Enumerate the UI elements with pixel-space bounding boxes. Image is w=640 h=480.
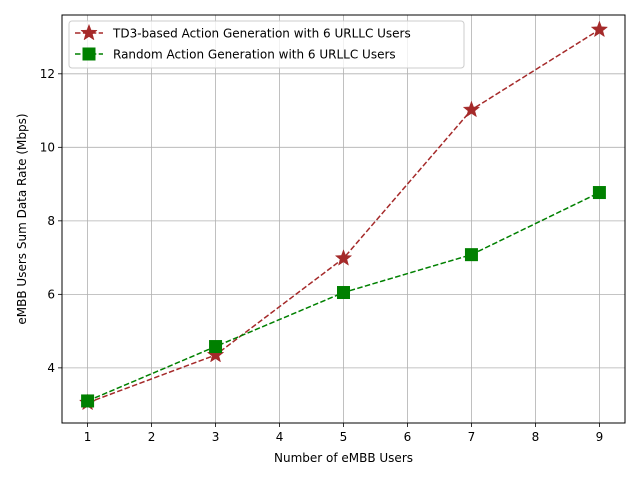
- data-point: [337, 286, 350, 300]
- x-tick-label: 2: [148, 430, 156, 444]
- x-tick-label: 3: [212, 430, 220, 444]
- y-tick-label: 6: [47, 287, 55, 301]
- data-point: [590, 20, 609, 38]
- legend-box: [68, 20, 465, 69]
- data-point: [81, 394, 95, 408]
- legend-entry-td3: TD3-based Action Generation with 6 URLLC…: [112, 27, 411, 41]
- legend-marker: [80, 23, 98, 41]
- x-tick-label: 6: [404, 430, 412, 444]
- legend: TD3-based Action Generation with 6 URLLC…: [68, 20, 465, 69]
- y-tick-label: 10: [40, 140, 55, 154]
- x-tick-label: 4: [276, 430, 284, 444]
- legend-entry-random: Random Action Generation with 6 URLLC Us…: [113, 48, 396, 62]
- data-point: [462, 100, 481, 118]
- y-tick-label: 4: [47, 361, 55, 375]
- x-tick-label: 7: [468, 430, 476, 444]
- data-point: [334, 249, 353, 266]
- data-point: [209, 340, 223, 354]
- x-tick-label: 9: [596, 430, 604, 444]
- x-tick-label: 5: [340, 430, 348, 444]
- y-tick-label: 8: [47, 214, 55, 228]
- data-point: [592, 186, 606, 200]
- x-tick-label: 8: [532, 430, 540, 444]
- legend-marker: [82, 47, 96, 61]
- data-point: [464, 248, 478, 262]
- x-axis-label: Number of eMBB Users: [274, 451, 413, 465]
- y-axis-label: eMBB Users Sum Data Rate (Mbps): [15, 113, 29, 324]
- series-layer: [78, 20, 609, 411]
- grid-lines: [62, 15, 625, 423]
- x-tick-label: 1: [84, 430, 92, 444]
- y-tick-label: 12: [40, 67, 55, 81]
- series-1: [81, 186, 606, 408]
